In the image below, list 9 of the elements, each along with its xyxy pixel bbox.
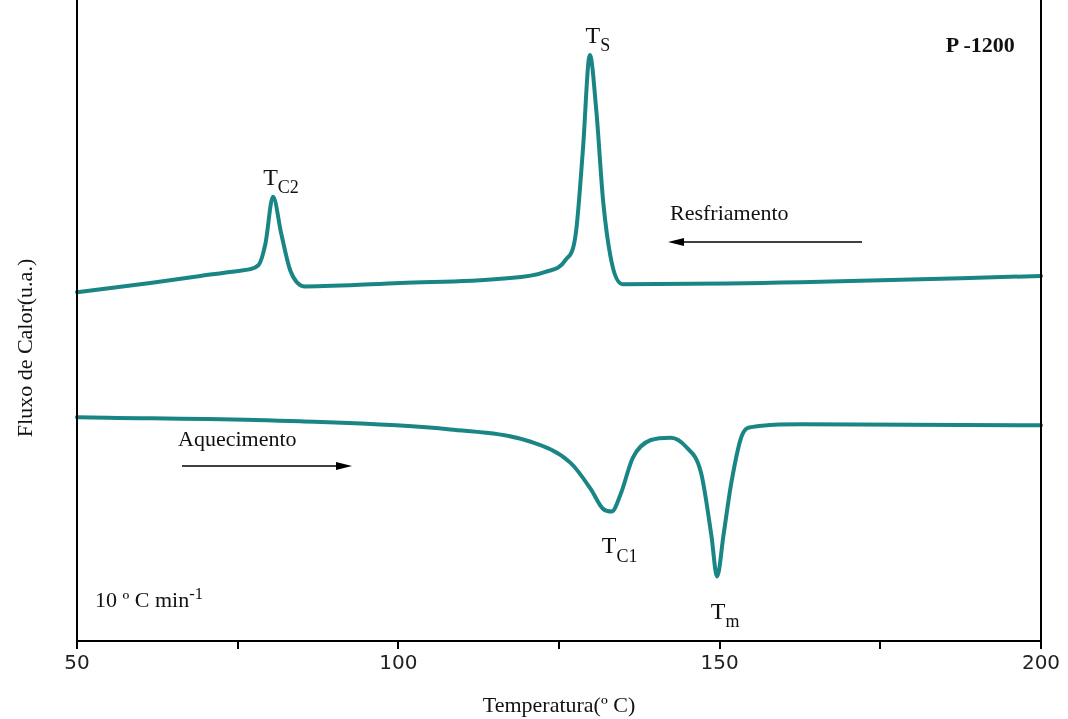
y-axis-title: Fluxo de Calor(u.a.) (12, 258, 37, 438)
annotation: Resfriamento (670, 200, 789, 225)
x-tick-label: 50 (64, 650, 90, 675)
x-tick-label: 150 (700, 650, 739, 675)
annotation: Aquecimento (178, 426, 297, 451)
annotation: P -1200 (945, 32, 1015, 57)
x-tick-label: 200 (1021, 650, 1061, 675)
x-tick-label: 100 (379, 650, 418, 675)
x-axis-title: Temperatura(º C) (482, 692, 636, 717)
